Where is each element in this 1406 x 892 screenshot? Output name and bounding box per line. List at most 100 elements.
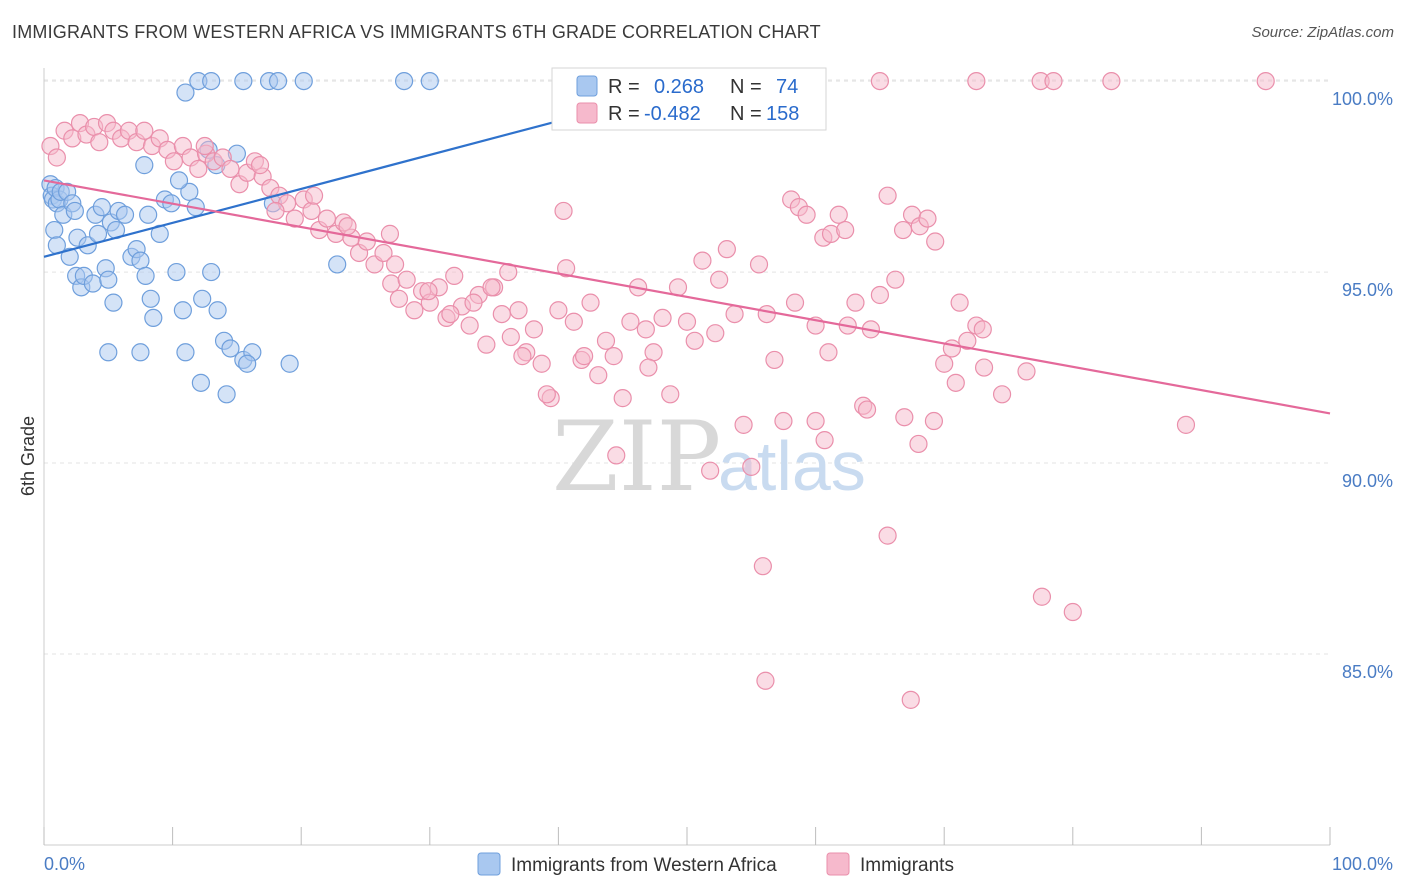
data-point-immigrants bbox=[441, 304, 460, 324]
data-point-immigrants bbox=[266, 201, 285, 221]
data-point-immigrants bbox=[135, 121, 154, 140]
data-point-western-africa bbox=[193, 289, 212, 308]
data-point-immigrants bbox=[757, 304, 776, 324]
data-point-immigrants bbox=[749, 255, 769, 274]
data-point-immigrants bbox=[846, 293, 865, 312]
y-tick-label: 85.0% bbox=[1342, 662, 1393, 682]
data-point-immigrants bbox=[304, 186, 324, 205]
bottom-legend-label-blue: Immigrants from Western Africa bbox=[511, 855, 777, 876]
data-point-immigrants bbox=[734, 415, 753, 434]
data-point-western-africa bbox=[394, 71, 414, 91]
data-point-immigrants bbox=[607, 446, 626, 465]
bottom-legend-swatch-pink bbox=[826, 852, 850, 876]
data-point-immigrants bbox=[974, 358, 994, 377]
data-point-western-africa bbox=[131, 251, 150, 270]
data-point-immigrants bbox=[765, 350, 784, 370]
data-point-western-africa bbox=[135, 156, 154, 175]
data-point-immigrants bbox=[405, 301, 424, 320]
data-point-immigrants bbox=[893, 220, 913, 240]
data-point-immigrants bbox=[946, 373, 965, 392]
legend-n-value: 74 bbox=[776, 76, 798, 98]
data-point-immigrants bbox=[557, 259, 576, 278]
data-point-immigrants bbox=[926, 232, 945, 251]
legend-swatch-pink bbox=[576, 102, 598, 124]
data-point-immigrants bbox=[604, 347, 623, 366]
data-point-immigrants bbox=[1017, 362, 1036, 381]
y-tick-label: 95.0% bbox=[1342, 280, 1393, 300]
data-point-immigrants bbox=[338, 217, 357, 236]
data-point-immigrants bbox=[532, 354, 551, 373]
data-point-western-africa bbox=[280, 354, 299, 373]
data-point-western-africa bbox=[191, 373, 210, 392]
data-point-immigrants bbox=[677, 312, 697, 331]
data-point-immigrants bbox=[385, 255, 405, 274]
legend-r-value: -0.482 bbox=[644, 103, 701, 125]
data-point-immigrants bbox=[221, 159, 240, 179]
data-point-immigrants bbox=[564, 312, 583, 331]
data-point-western-africa bbox=[221, 339, 240, 358]
data-point-immigrants bbox=[1044, 71, 1063, 91]
y-tick-label: 90.0% bbox=[1342, 471, 1393, 491]
data-point-western-africa bbox=[268, 71, 288, 91]
data-point-immigrants bbox=[419, 282, 438, 301]
data-point-immigrants bbox=[836, 220, 855, 240]
y-axis-label: 6th Grade bbox=[18, 416, 38, 496]
data-point-immigrants bbox=[639, 358, 658, 377]
data-point-western-africa bbox=[234, 71, 253, 91]
data-point-immigrants bbox=[613, 389, 632, 408]
data-point-immigrants bbox=[870, 285, 890, 305]
legend-n-label: N = bbox=[730, 76, 762, 98]
trend-lines bbox=[43, 118, 1331, 415]
trend-line-immigrants bbox=[43, 179, 1331, 415]
data-point-western-africa bbox=[99, 270, 118, 289]
data-point-immigrants bbox=[706, 324, 725, 343]
data-point-immigrants bbox=[901, 690, 920, 709]
data-point-western-africa bbox=[136, 266, 155, 285]
data-point-immigrants bbox=[554, 201, 573, 221]
data-point-immigrants bbox=[935, 354, 954, 373]
data-point-immigrants bbox=[1176, 415, 1196, 434]
data-point-western-africa bbox=[45, 220, 64, 240]
data-point-western-africa bbox=[141, 289, 160, 308]
legend-r-label: R = bbox=[608, 103, 640, 125]
tick-labels: 85.0% 90.0% 95.0% 100.0% 0.0% 100.0% bbox=[44, 89, 1393, 874]
y-tick-label: 100.0% bbox=[1332, 89, 1393, 109]
data-point-immigrants bbox=[90, 133, 109, 152]
data-point-western-africa bbox=[99, 343, 118, 362]
data-point-western-africa bbox=[92, 198, 111, 217]
data-point-immigrants bbox=[644, 343, 663, 362]
bottom-legend-label-pink: Immigrants bbox=[860, 855, 954, 876]
data-point-immigrants bbox=[685, 331, 704, 350]
data-point-immigrants bbox=[537, 385, 556, 404]
data-point-immigrants bbox=[164, 152, 183, 171]
data-point-immigrants bbox=[661, 385, 680, 404]
data-point-immigrants bbox=[357, 232, 376, 251]
legend-r-label: R = bbox=[608, 76, 640, 98]
data-point-immigrants bbox=[575, 347, 594, 366]
data-point-western-africa bbox=[238, 354, 257, 373]
data-point-immigrants bbox=[797, 205, 816, 224]
data-point-immigrants bbox=[774, 411, 793, 431]
data-point-immigrants bbox=[878, 186, 897, 205]
trend-line-western-africa bbox=[43, 118, 566, 258]
data-point-immigrants bbox=[973, 320, 992, 339]
data-point-immigrants bbox=[397, 270, 416, 289]
data-point-immigrants bbox=[445, 266, 464, 285]
data-point-immigrants bbox=[909, 434, 928, 454]
data-point-immigrants bbox=[753, 557, 772, 576]
data-point-immigrants bbox=[1063, 602, 1082, 622]
data-point-immigrants bbox=[717, 240, 736, 259]
data-point-immigrants bbox=[482, 278, 501, 297]
data-point-immigrants bbox=[596, 331, 616, 350]
data-point-immigrants bbox=[924, 411, 944, 431]
x-tick-label: 100.0% bbox=[1332, 854, 1393, 874]
data-point-immigrants bbox=[725, 304, 744, 324]
data-point-immigrants bbox=[918, 209, 937, 228]
watermark-zip: ZIP bbox=[552, 401, 721, 513]
data-point-immigrants bbox=[477, 335, 496, 354]
data-point-western-africa bbox=[115, 205, 135, 224]
source-label: Source: ZipAtlas.com bbox=[1251, 24, 1394, 41]
data-point-western-africa bbox=[420, 71, 439, 91]
data-point-immigrants bbox=[513, 347, 532, 366]
data-point-immigrants bbox=[950, 293, 969, 312]
